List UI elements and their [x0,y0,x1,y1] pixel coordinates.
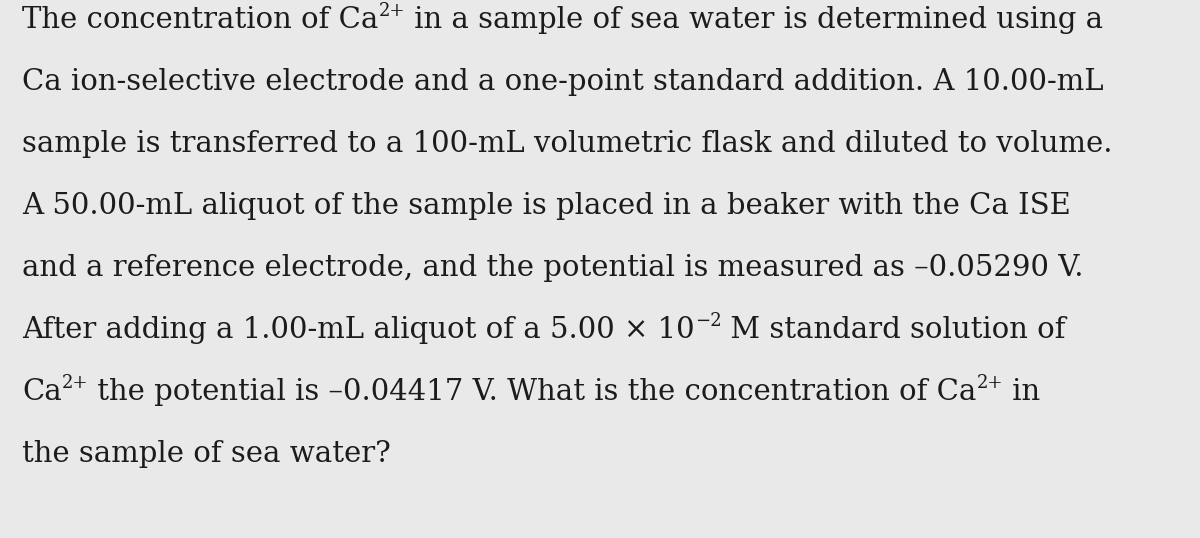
Text: Ca ion-selective electrode and a one-point standard addition. A 10.00-mL: Ca ion-selective electrode and a one-poi… [22,68,1104,96]
Text: After adding a 1.00-mL aliquot of a 5.00 × 10: After adding a 1.00-mL aliquot of a 5.00… [22,316,695,344]
Text: The concentration of Ca: The concentration of Ca [22,6,378,34]
Text: the sample of sea water?: the sample of sea water? [22,440,391,468]
Text: 2+: 2+ [378,3,404,20]
Text: the potential is –0.04417 V. What is the concentration of Ca: the potential is –0.04417 V. What is the… [89,378,977,406]
Text: Ca: Ca [22,378,61,406]
Text: −2: −2 [695,313,721,330]
Text: 2+: 2+ [977,374,1003,392]
Text: and a reference electrode, and the potential is measured as –0.05290 V.: and a reference electrode, and the poten… [22,254,1084,282]
Text: M standard solution of: M standard solution of [721,316,1066,344]
Text: 2+: 2+ [61,374,89,392]
Text: sample is transferred to a 100-mL volumetric flask and diluted to volume.: sample is transferred to a 100-mL volume… [22,130,1112,158]
Text: in: in [1003,378,1040,406]
Text: in a sample of sea water is determined using a: in a sample of sea water is determined u… [404,6,1103,34]
Text: A 50.00-mL aliquot of the sample is placed in a beaker with the Ca ISE: A 50.00-mL aliquot of the sample is plac… [22,192,1070,220]
